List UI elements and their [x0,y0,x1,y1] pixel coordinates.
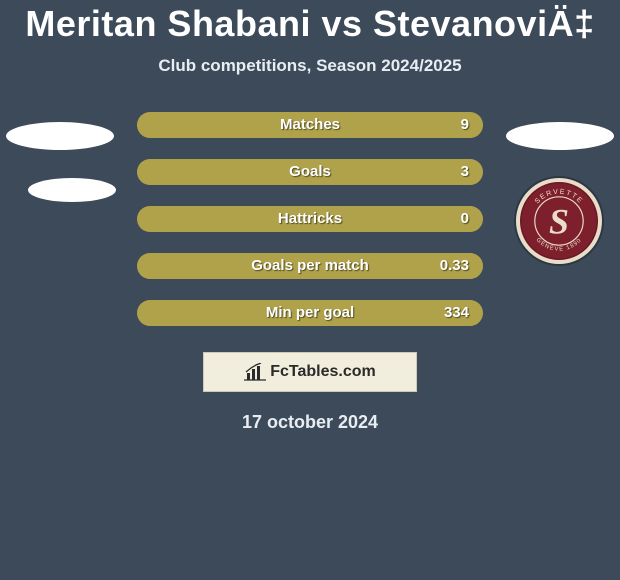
left-team-ellipse-1 [6,122,114,150]
servette-letter: S [549,201,569,241]
servette-badge: S SERVETTE GENÈVE 1890 [516,178,602,264]
stat-bar-value: 3 [461,163,469,180]
stat-bar-label: Hattricks [278,210,342,227]
stat-bar-value: 9 [461,116,469,133]
stat-bar-value: 334 [444,304,469,321]
stat-bar-label: Matches [280,116,340,133]
stats-bars: Matches 9 Goals 3 Hattricks 0 Goals per match 0… [137,112,483,326]
left-team-ellipse-2 [28,178,116,202]
stat-bar-value: 0 [461,210,469,227]
page-title: Meritan Shabani vs StevanoviÄ‡ [25,4,594,44]
branding-box[interactable]: FcTables.com [203,352,417,392]
footer-date: 17 october 2024 [242,412,378,433]
stat-bar: Matches 9 [137,112,483,138]
stat-bar: Hattricks 0 [137,206,483,232]
stat-bar-value: 0.33 [440,257,469,274]
stat-bar-label: Min per goal [266,304,354,321]
stat-bar-label: Goals per match [251,257,369,274]
page-subtitle: Club competitions, Season 2024/2025 [158,56,461,76]
bars-icon [244,363,266,381]
stat-bar-label: Goals [289,163,331,180]
branding-text: FcTables.com [270,363,376,381]
stat-bar: Min per goal 334 [137,300,483,326]
right-team-ellipse [506,122,614,150]
stat-bar: Goals 3 [137,159,483,185]
stat-bar: Goals per match 0.33 [137,253,483,279]
